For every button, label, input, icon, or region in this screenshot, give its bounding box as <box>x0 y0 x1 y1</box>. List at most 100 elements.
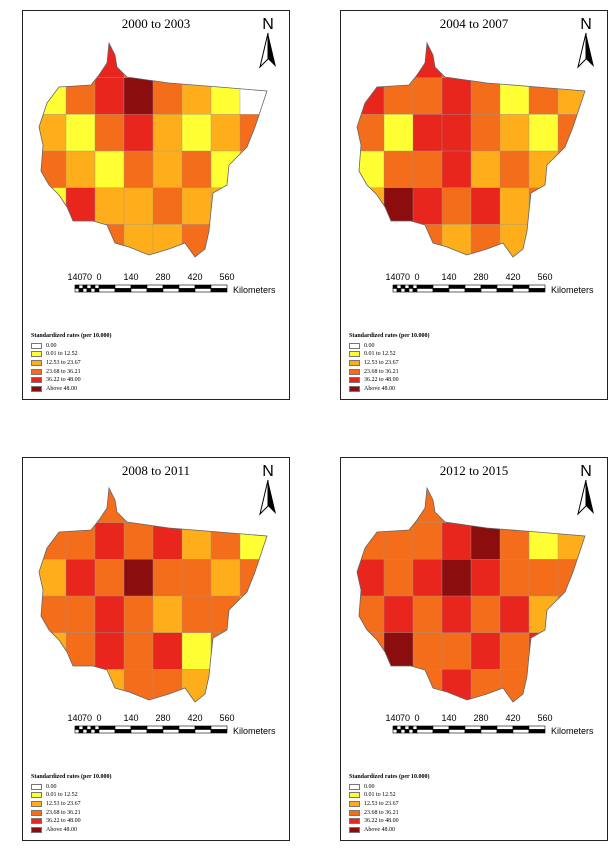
scale-segment <box>94 725 100 730</box>
scale-segment <box>94 729 100 734</box>
legend-label: 0.00 <box>364 783 375 790</box>
scale-unit-label: Kilometers <box>551 285 594 295</box>
district-region <box>65 559 96 597</box>
scale-segment <box>78 284 84 289</box>
scale-segment <box>86 729 92 734</box>
district-region <box>210 522 241 561</box>
legend-label: 0.00 <box>46 342 57 349</box>
scale-tick-label: 140 <box>441 713 456 723</box>
scale-segment <box>432 284 450 289</box>
legend-item: 0.00 <box>31 341 171 350</box>
district-region <box>470 77 501 116</box>
legend-title: Standardized rates (per 10.000) <box>31 774 112 781</box>
legend-swatch <box>31 800 42 807</box>
legend: Standardized rates (per 10.000) 0.00 0.01… <box>349 774 489 834</box>
district-region <box>499 77 530 116</box>
scale-segment <box>74 284 80 289</box>
district-region <box>383 43 414 79</box>
legend-item: 0.01 to 12.52 <box>31 791 171 800</box>
scale-tick-label: 280 <box>473 272 488 282</box>
district-region <box>65 595 96 634</box>
legend-swatch <box>349 826 360 833</box>
district-region <box>239 669 267 702</box>
district-region <box>239 224 267 257</box>
district-region <box>39 224 67 257</box>
district-region <box>239 559 267 597</box>
district-region <box>441 224 472 257</box>
district-region <box>181 114 212 152</box>
district-region <box>441 187 472 226</box>
district-region <box>412 595 443 634</box>
scale-segment <box>408 729 414 734</box>
scale-segment <box>400 288 406 293</box>
scale-segment <box>194 729 212 734</box>
district-region <box>210 595 241 634</box>
legend-swatch <box>349 368 360 375</box>
scale-segment <box>400 284 406 289</box>
scale-segment <box>74 725 80 730</box>
district-region <box>210 77 241 116</box>
district-region <box>239 114 267 152</box>
district-region <box>65 187 96 226</box>
legend-label: 0.00 <box>46 783 57 790</box>
district-region <box>499 187 530 226</box>
scale-segment <box>512 725 530 730</box>
scale-tick-label: 0 <box>96 713 101 723</box>
legend-item: 23.68 to 36.21 <box>31 808 171 817</box>
district-region <box>499 632 530 671</box>
legend-item: 23.68 to 36.21 <box>31 367 171 376</box>
district-region <box>123 559 154 597</box>
district-region <box>412 77 443 116</box>
scale-segment <box>210 284 228 289</box>
legend-label: 23.68 to 36.21 <box>364 809 399 816</box>
district-region <box>557 43 585 79</box>
district-region <box>123 187 154 226</box>
district-region <box>441 77 472 116</box>
district-region <box>123 114 154 152</box>
district-region <box>123 150 154 189</box>
scale-segment <box>162 725 180 730</box>
scale-segment <box>412 729 418 734</box>
north-arrow-icon: N <box>571 460 601 520</box>
district-region <box>470 559 501 597</box>
scale-segment <box>528 725 546 730</box>
district-region <box>94 522 125 561</box>
district-region <box>94 43 125 79</box>
legend-label: 12.53 to 23.67 <box>46 800 81 807</box>
scale-segment <box>448 284 466 289</box>
legend-item: 0.01 to 12.52 <box>349 791 489 800</box>
scale-segment <box>82 729 88 734</box>
legend-label: 36.22 to 48.00 <box>364 818 399 825</box>
district-region <box>94 150 125 189</box>
district-region <box>470 522 501 561</box>
north-arrow-icon: N <box>253 460 283 520</box>
scale-tick-label: 70 <box>82 272 92 282</box>
district-region <box>65 224 96 257</box>
district-region <box>441 559 472 597</box>
scale-segment <box>82 725 88 730</box>
map-panel-2012-2015: 2012 to 2015 N 140 70 0 140 280 420 560 Kilomet… <box>340 457 608 841</box>
scale-segment <box>90 729 96 734</box>
scale-unit-label: Kilometers <box>233 726 276 736</box>
scale-tick-label: 70 <box>400 272 410 282</box>
scale-segment <box>396 288 402 293</box>
scale-segment <box>98 729 116 734</box>
legend-swatch <box>31 783 42 790</box>
scale-tick-label: 420 <box>505 272 520 282</box>
scale-tick-label: 70 <box>400 713 410 723</box>
scale-tick-label: 560 <box>537 713 552 723</box>
district-region <box>39 488 67 524</box>
scale-segment <box>78 729 84 734</box>
legend-item: 0.00 <box>349 782 489 791</box>
scale-segment <box>448 729 466 734</box>
legend-swatch <box>349 783 360 790</box>
district-region <box>210 632 241 671</box>
district-region <box>528 669 559 702</box>
legend-label: 0.01 to 12.52 <box>46 351 78 358</box>
district-region <box>499 595 530 634</box>
scale-segment <box>130 729 148 734</box>
district-region <box>412 669 443 702</box>
district-region <box>152 150 183 189</box>
scale-segment <box>412 288 418 293</box>
scale-tick-label: 280 <box>473 713 488 723</box>
